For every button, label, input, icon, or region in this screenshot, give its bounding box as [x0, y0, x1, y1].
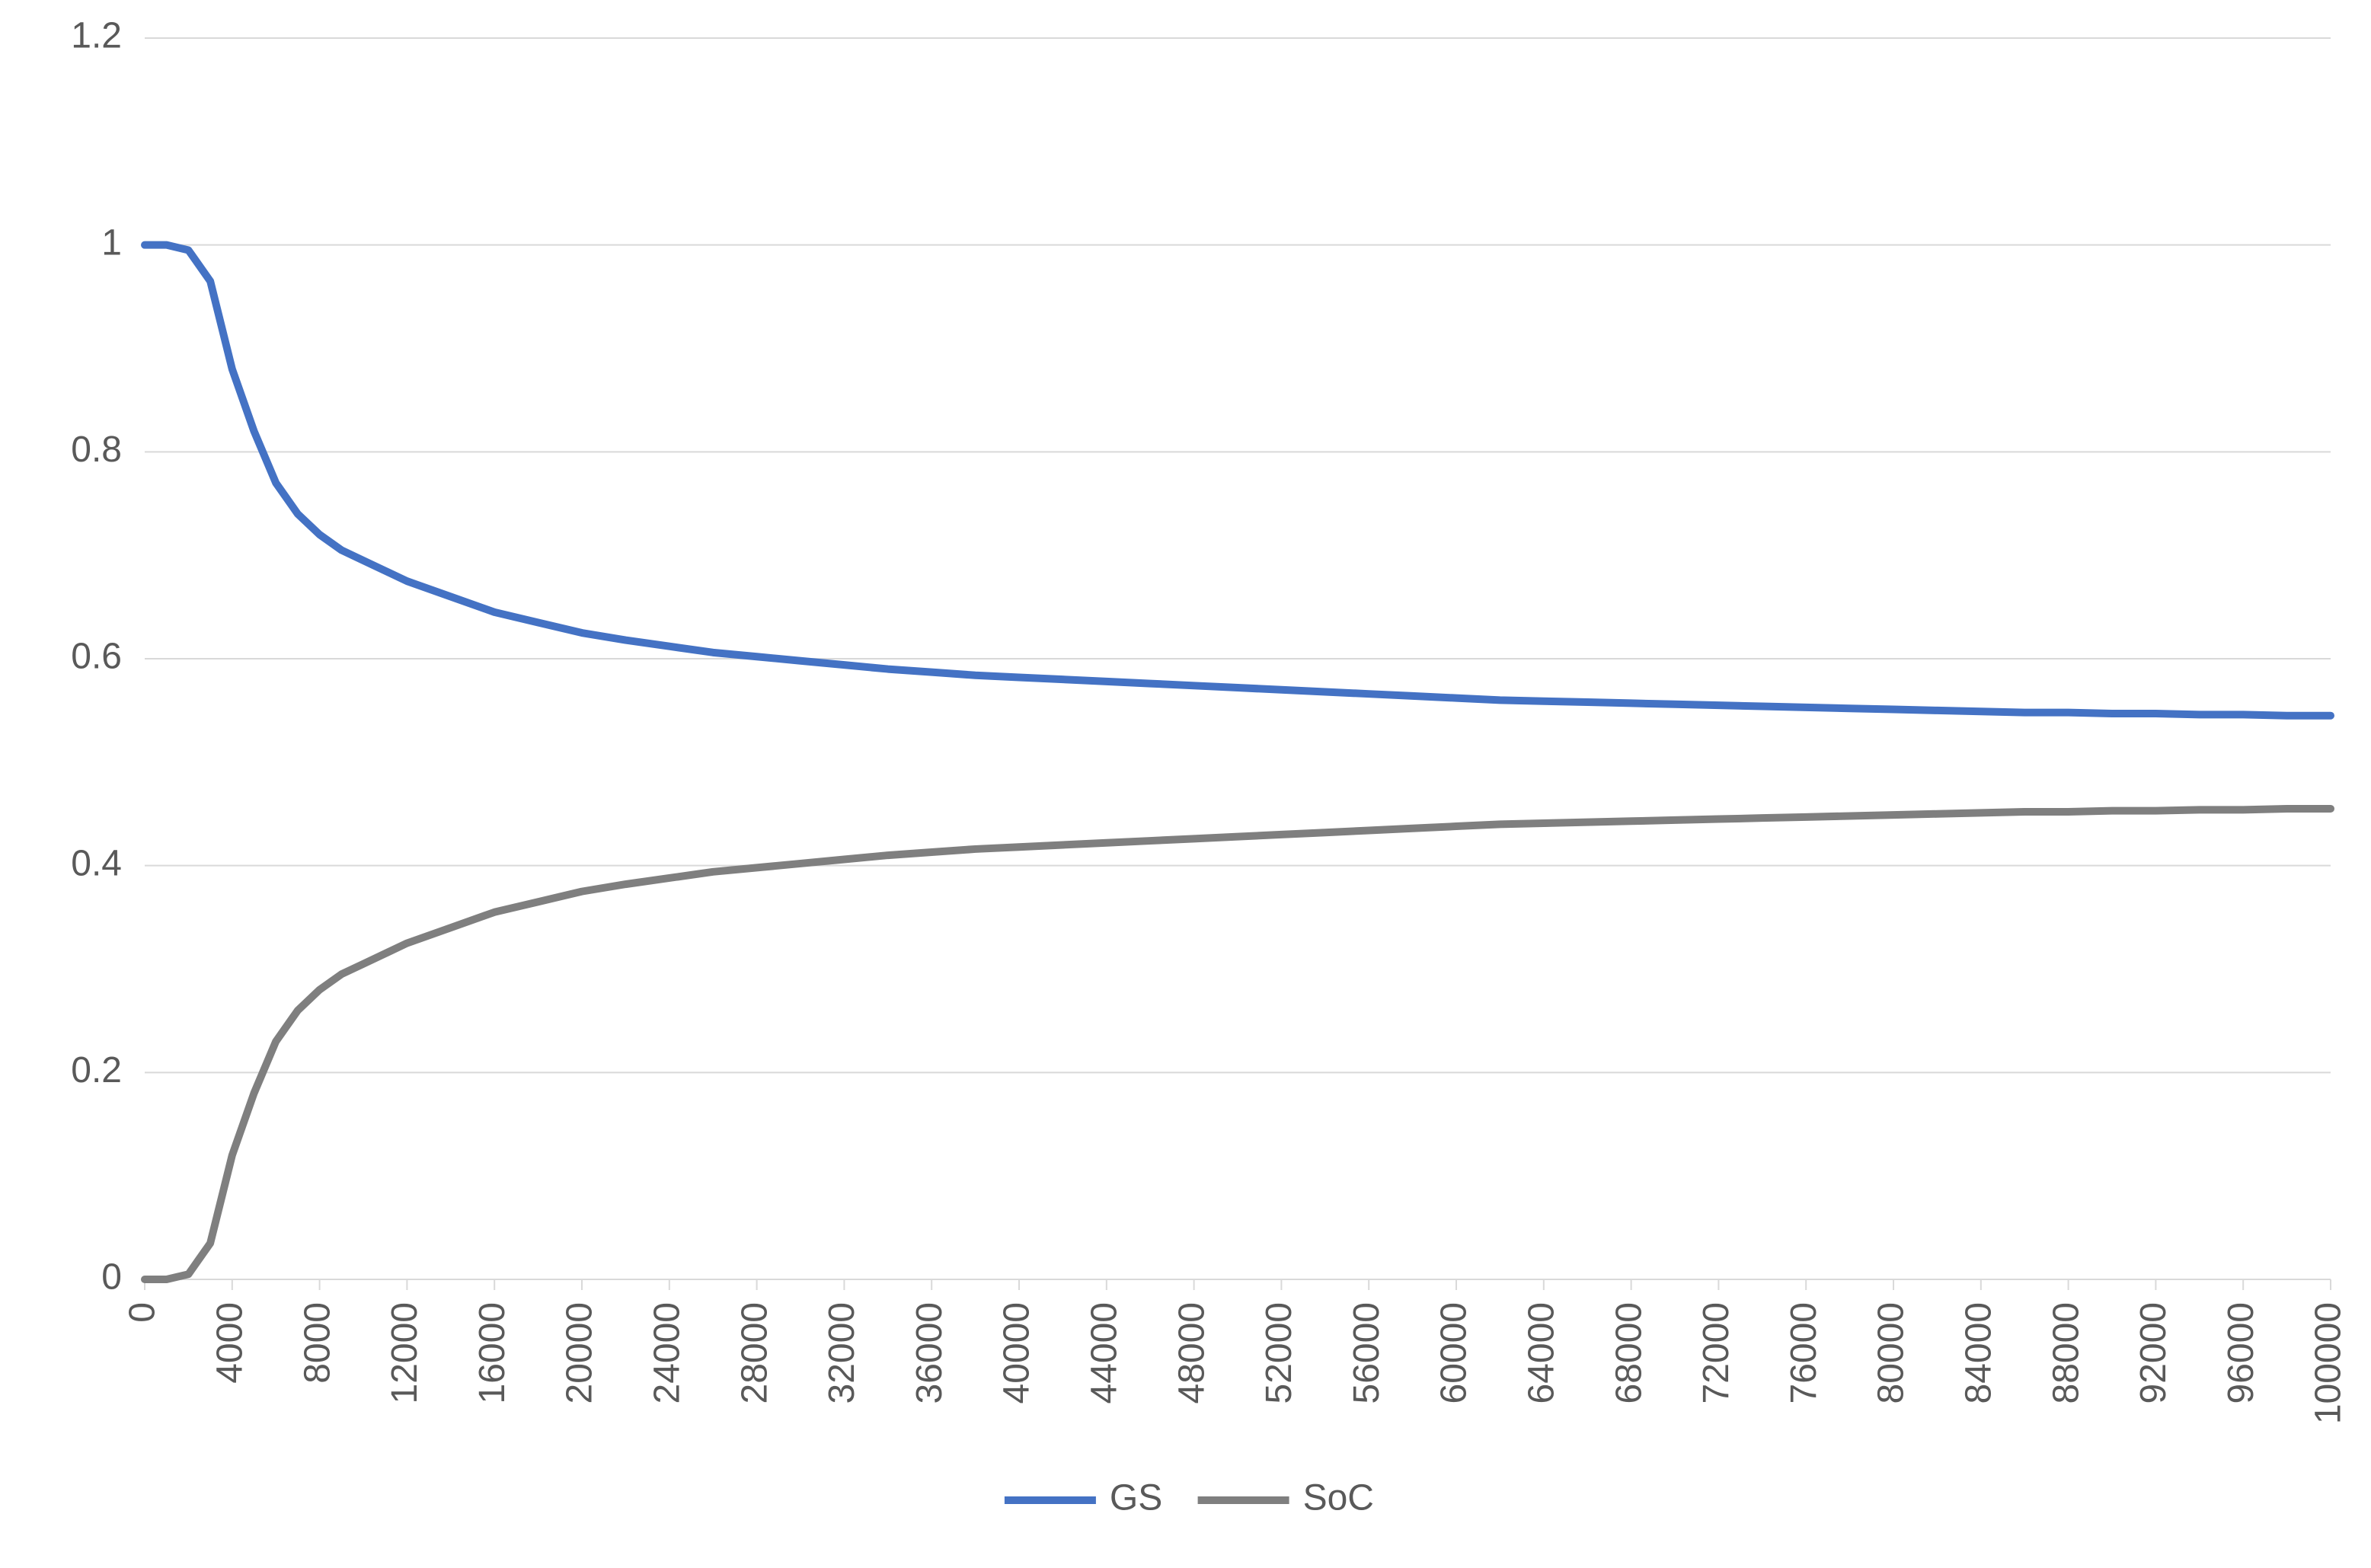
y-tick-label: 0.6: [71, 637, 122, 677]
legend-label-gs: GS: [1110, 1478, 1162, 1519]
x-tick-label: 28000: [734, 1302, 775, 1404]
y-tick-label: 0: [101, 1257, 122, 1298]
x-tick-label: 12000: [385, 1302, 425, 1404]
x-tick-label: 44000: [1084, 1302, 1124, 1404]
x-tick-label: 20000: [560, 1302, 600, 1404]
x-tick-label: 72000: [1696, 1302, 1737, 1404]
x-tick-label: 8000: [297, 1302, 337, 1384]
x-tick-label: 36000: [909, 1302, 950, 1404]
x-tick-label: 68000: [1609, 1302, 1649, 1404]
x-tick-label: 24000: [647, 1302, 687, 1404]
series-soc: [145, 809, 2331, 1279]
x-tick-label: 60000: [1434, 1302, 1475, 1404]
x-tick-label: 52000: [1259, 1302, 1299, 1404]
chart-svg: 0 0.2 0.4 0.6 0.8 1 1.2 0 4000 8000 12000 16000 2000…: [0, 0, 2371, 1568]
x-tick-label: 96000: [2221, 1302, 2261, 1404]
x-tick-label: 92000: [2133, 1302, 2174, 1404]
y-tick-label: 0.8: [71, 430, 122, 470]
x-tick-label: 88000: [2046, 1302, 2086, 1404]
x-tick-label: 32000: [822, 1302, 862, 1404]
x-tick-label: 40000: [997, 1302, 1037, 1404]
x-tick-label: 64000: [1521, 1302, 1561, 1404]
series-gs: [145, 245, 2331, 716]
y-tick-label: 0.2: [71, 1050, 122, 1091]
x-tick-label: 84000: [1958, 1302, 1999, 1404]
y-tick-label: 1: [101, 222, 122, 263]
legend-label-soc: SoC: [1303, 1478, 1374, 1519]
x-tick-label: 48000: [1171, 1302, 1212, 1404]
x-tick-label: 0: [123, 1302, 163, 1323]
y-tick-label: 0.4: [71, 843, 122, 883]
x-tick-label: 56000: [1347, 1302, 1387, 1404]
x-tick-label: 80000: [1871, 1302, 1912, 1404]
x-tick-label: 76000: [1784, 1302, 1824, 1404]
line-chart: 0 0.2 0.4 0.6 0.8 1 1.2 0 4000 8000 12000 16000 2000…: [0, 0, 2371, 1568]
x-tick-label: 100000: [2309, 1302, 2349, 1424]
y-tick-label: 1.2: [71, 16, 122, 56]
x-tick-label: 16000: [472, 1302, 513, 1404]
x-tick-label: 4000: [209, 1302, 250, 1384]
